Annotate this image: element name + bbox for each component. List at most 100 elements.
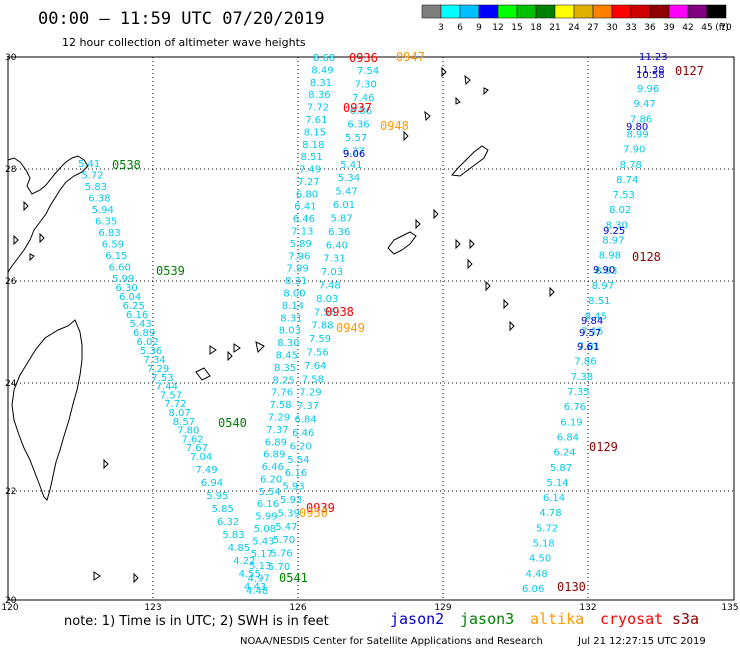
y-tick-label: 28 [5, 165, 17, 175]
wave-height-value: 6.35 [95, 217, 117, 228]
wave-height-value: 7.27 [297, 177, 319, 188]
colorbar-label: 33 [625, 23, 636, 33]
pass-time-label: 0936 [349, 51, 378, 65]
wave-height-value: 5.76 [270, 549, 292, 560]
colorbar-label: 36 [644, 23, 656, 33]
wave-height-value: 6.20 [290, 441, 312, 452]
colorbar-swatch [611, 4, 632, 19]
y-tick-label: 22 [5, 487, 16, 497]
colorbar-label: 9 [476, 23, 482, 33]
wave-height-value: 7.88 [311, 321, 333, 332]
wave-height-value: 6.86 [350, 106, 372, 117]
wave-height-value: 8.78 [620, 160, 642, 171]
wave-height-value: 9.84 [581, 316, 603, 327]
wave-height-value: 8.30 [606, 220, 628, 231]
satellite-legend-cryosat: cryosat [600, 610, 663, 628]
kyushu-coastline [451, 145, 489, 177]
colorbar-swatch [497, 4, 518, 19]
map-title: 00:00 – 11:59 UTC 07/20/2019 [38, 9, 325, 29]
wave-height-value: 5.93 [280, 495, 302, 506]
wave-height-value: 8.03 [279, 326, 301, 337]
wave-height-value: 4.22 [233, 556, 255, 567]
wave-height-value: 7.56 [314, 307, 336, 318]
wave-height-value: 7.90 [623, 145, 645, 156]
satellite-legend-jason2: jason2 [390, 610, 444, 628]
wave-height-value: 5.43 [252, 536, 274, 547]
wave-height-value: 5.95 [206, 491, 228, 502]
wave-height-value: 6.83 [98, 228, 120, 239]
colorbar-label: 30 [606, 23, 618, 33]
wave-height-value: 5.72 [536, 523, 558, 534]
wave-height-value: 7.29 [268, 413, 290, 424]
wave-height-value: 4.48 [246, 586, 268, 597]
wave-height-value: 8.49 [311, 65, 333, 76]
coastline-layer [7, 66, 555, 584]
wave-height-value: 6.02 [137, 337, 159, 348]
ryukyu-island-a [387, 231, 417, 255]
wave-height-value: 7.29 [147, 364, 169, 375]
satellite-legend-jason3: jason3 [460, 610, 514, 628]
wave-height-value: 7.13 [291, 227, 313, 238]
wave-height-value: 7.58 [269, 400, 291, 411]
wave-height-value: 6.15 [105, 251, 127, 262]
wave-height-value: 7.53 [613, 190, 635, 201]
y-tick-label: 26 [5, 277, 17, 287]
wave-height-value: 7.04 [190, 452, 212, 463]
colorbar-swatch [440, 4, 461, 19]
y-tick-label: 30 [5, 53, 17, 63]
colorbar-label: (ft) [715, 23, 729, 33]
colorbar-swatch [687, 4, 708, 19]
taiwan-coastline [11, 319, 83, 501]
wave-height-value: 5.34 [338, 173, 360, 184]
x-tick-label: 126 [289, 603, 306, 613]
wave-height-value: 8.15 [304, 127, 326, 138]
colorbar-swatch [668, 4, 689, 19]
wave-height-value: 7.61 [305, 115, 327, 126]
wave-height-value: 6.89 [263, 450, 285, 461]
colorbar-swatch [706, 4, 727, 19]
wave-height-value: 9.61 [577, 342, 599, 353]
wave-height-value: 5.93 [282, 482, 304, 493]
wave-height-value: 8.99 [627, 130, 649, 141]
x-tick-label: 132 [579, 603, 596, 613]
wave-height-value: 5.83 [85, 182, 107, 193]
wave-height-value: 8.18 [302, 140, 324, 151]
pass-time-label: 0947 [396, 50, 425, 64]
wave-height-value: 6.60 [109, 263, 131, 274]
pass-time-label: 0130 [557, 580, 586, 594]
wave-height-value: 7.99 [287, 264, 309, 275]
wave-height-value: 8.51 [301, 152, 323, 163]
wave-height-value: 8.31 [310, 78, 332, 89]
wave-height-value: 9.96 [637, 84, 659, 95]
satellite-legend: jason2 jason3 altika cryosat s3a [390, 610, 699, 628]
wave-height-value: 9.47 [634, 99, 656, 110]
colorbar-swatch [554, 4, 575, 19]
wave-height-value: 8.00 [283, 289, 305, 300]
wave-height-value: 5.89 [290, 239, 312, 250]
wave-height-value: 7.57 [160, 390, 182, 401]
pass-time-label: 0539 [156, 264, 185, 278]
china-islands [13, 200, 45, 262]
wave-height-value: 8.36 [308, 90, 330, 101]
wave-height-value: 6.46 [293, 214, 315, 225]
wave-height-value: 5.87 [550, 463, 572, 474]
colorbar-legend: 3 6 9 12 15 18 21 24 27 30 33 36 39 42 45 70(ft) [421, 4, 732, 33]
map-frame: 120 123 126 129 132 135 20 22 24 26 28 30 [1, 53, 738, 613]
pass-time-label: 0127 [675, 64, 704, 78]
wave-height-value: 5.54 [287, 455, 309, 466]
wave-height-value: 7.72 [307, 103, 329, 114]
wave-height-value: 8.07 [169, 408, 191, 419]
small-islands-south [93, 341, 265, 584]
pass-time-label: 0540 [218, 416, 247, 430]
wave-height-value: 5.70 [268, 562, 290, 573]
wave-height-value: 6.89 [265, 437, 287, 448]
wave-height-value: 4.43 [244, 582, 266, 593]
wave-height-value: 7.62 [181, 434, 203, 445]
wave-height-value: 8.51 [588, 296, 610, 307]
wave-height-value: 7.56 [307, 348, 329, 359]
pass-time-label: 0939 [306, 501, 335, 515]
wave-height-value: 6.27 [343, 146, 365, 157]
wave-height-value: 6.16 [126, 310, 148, 321]
timestamp: Jul 21 12:27:15 UTC 2019 [577, 636, 706, 647]
